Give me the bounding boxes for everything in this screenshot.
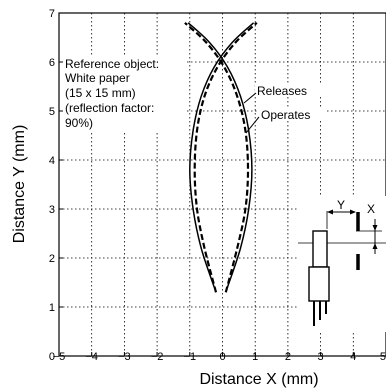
inset-y-label: Y xyxy=(337,198,345,212)
y-tick-label: 2 xyxy=(49,253,55,265)
x-dimension-arrow-up xyxy=(372,243,378,249)
operates-label: Operates xyxy=(261,108,310,122)
y-tick-label: 6 xyxy=(49,57,55,69)
x-tick-label: 5 xyxy=(380,351,386,363)
x-tick-label: 3 xyxy=(318,351,324,363)
series-operates-curve-2 xyxy=(184,21,250,293)
sensor-head xyxy=(312,230,328,268)
diagram-background xyxy=(298,196,386,332)
x-tick-label: 2 xyxy=(285,351,291,363)
series-releases-curve-2 xyxy=(187,22,253,288)
sensor-diagram: Y X xyxy=(298,196,386,332)
annotation-line-5: 90%) xyxy=(65,116,93,130)
x-axis-title: Distance X (mm) xyxy=(199,371,318,388)
x-tick-label: −5 xyxy=(53,351,66,363)
y-tick-label: 0 xyxy=(49,351,55,363)
annotation-line-3: (15 x 15 mm) xyxy=(65,86,136,100)
annotation-line-2: White paper xyxy=(65,71,130,85)
releases-leader-line xyxy=(243,92,257,104)
annotation-line-1: Reference object: xyxy=(65,57,159,71)
y-tick-label: 5 xyxy=(49,106,55,118)
x-tick-label: −3 xyxy=(118,351,131,363)
annotation-line-4: (reflection factor: xyxy=(65,101,154,115)
x-tick-label: −1 xyxy=(184,351,197,363)
operates-label-background xyxy=(259,107,325,121)
operates-leader-line xyxy=(245,116,260,134)
x-tick-label: 1 xyxy=(252,351,258,363)
curves xyxy=(184,21,258,293)
y-tick-label: 1 xyxy=(49,302,55,314)
y-tick-label: 3 xyxy=(49,204,55,216)
y-tick-label: 4 xyxy=(49,155,55,167)
x-tick-label: 0 xyxy=(219,351,225,363)
annotation-block: Reference object: White paper (15 x 15 m… xyxy=(63,56,186,131)
releases-label-background xyxy=(255,83,321,97)
series-labels: Releases Operates xyxy=(243,83,325,134)
annotation-background xyxy=(63,56,186,131)
y-tick-label: 7 xyxy=(49,8,55,20)
y-dimension-arrow-left xyxy=(327,209,333,215)
x-tick-label: −4 xyxy=(85,351,98,363)
x-dimension-arrow-down xyxy=(372,225,378,231)
y-axis-title: Distance Y (mm) xyxy=(11,125,28,244)
sensor-body xyxy=(308,266,330,302)
ticks: −5 −4 −3 −2 −1 0 1 2 3 4 5 0 1 2 3 4 5 6 7 xyxy=(49,8,386,363)
releases-label: Releases xyxy=(257,84,307,98)
x-tick-label: −2 xyxy=(151,351,164,363)
series-operates-curve-1 xyxy=(193,21,258,293)
y-dimension-arrow-right xyxy=(350,209,356,215)
inset-x-label: X xyxy=(367,202,375,216)
series-releases-curve-1 xyxy=(189,22,255,288)
x-tick-label: 4 xyxy=(350,351,356,363)
